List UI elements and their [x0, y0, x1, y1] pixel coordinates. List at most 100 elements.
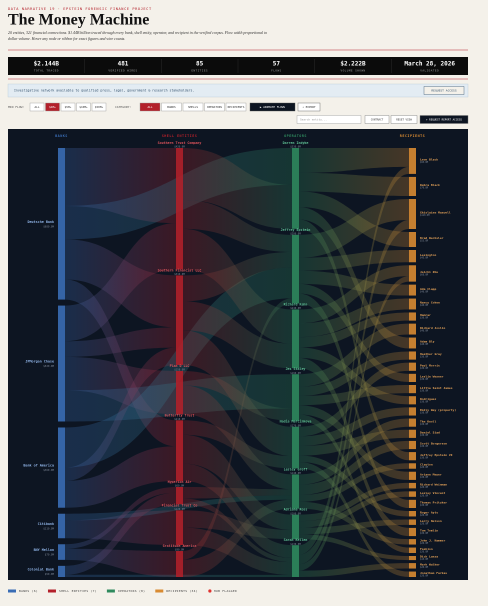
flow-ribbon[interactable] [299, 440, 409, 495]
node-bar[interactable] [409, 312, 416, 321]
flow-ribbon[interactable] [183, 420, 292, 469]
action-button[interactable] [364, 115, 390, 124]
flow-ribbon[interactable] [299, 461, 409, 577]
node-bar[interactable] [409, 232, 416, 247]
action-button[interactable] [390, 115, 418, 124]
filter-option[interactable] [91, 102, 107, 112]
search-box[interactable] [296, 115, 362, 124]
flow-ribbon[interactable] [299, 534, 409, 561]
flow-ribbon[interactable] [299, 563, 409, 577]
flow-ribbon[interactable] [299, 519, 409, 535]
flow-ribbon[interactable] [183, 486, 292, 499]
node-bar[interactable] [292, 545, 299, 577]
flow-ribbon[interactable] [183, 228, 292, 344]
node-bar[interactable] [409, 284, 416, 296]
node-bar[interactable] [409, 440, 416, 450]
action-button[interactable] [419, 115, 469, 124]
node-bar[interactable] [409, 527, 416, 537]
node-bar[interactable] [292, 474, 299, 509]
node-bar[interactable] [409, 556, 416, 561]
node-bar[interactable] [409, 250, 416, 263]
flow-ribbon[interactable] [65, 279, 176, 447]
node-bar[interactable] [176, 486, 183, 505]
node-bar[interactable] [409, 429, 416, 438]
node-bar[interactable] [409, 148, 416, 174]
flow-ribbon[interactable] [299, 501, 409, 545]
flow-ribbon[interactable] [65, 267, 292, 468]
flow-ribbon[interactable] [183, 385, 292, 490]
node-bar[interactable] [58, 305, 65, 422]
flow-ribbon[interactable] [183, 251, 292, 302]
node-bar[interactable] [292, 426, 299, 469]
flow-ribbon[interactable] [299, 276, 409, 571]
flow-ribbon[interactable] [299, 172, 409, 196]
node-bar[interactable] [176, 275, 183, 365]
node-bar[interactable] [409, 471, 416, 480]
flow-ribbon[interactable] [299, 312, 409, 348]
node-bar[interactable] [409, 373, 416, 382]
node-bar[interactable] [409, 176, 416, 196]
node-bar[interactable] [292, 374, 299, 421]
flow-ribbon[interactable] [299, 463, 409, 502]
flow-ribbon[interactable] [299, 323, 409, 387]
flow-ribbon[interactable] [65, 548, 176, 577]
flow-ribbon[interactable] [183, 370, 292, 421]
flow-ribbon[interactable] [183, 298, 292, 560]
node-bar[interactable] [409, 563, 416, 569]
node-bar[interactable] [409, 511, 416, 517]
node-bar[interactable] [409, 463, 416, 469]
filter-option[interactable] [225, 102, 247, 112]
node-bar[interactable] [409, 571, 416, 577]
node-bar[interactable] [292, 309, 299, 369]
filter-option[interactable] [29, 102, 45, 112]
node-bar[interactable] [176, 420, 183, 481]
flow-ribbon[interactable] [299, 351, 409, 396]
flow-ribbon[interactable] [65, 486, 176, 549]
flow-ribbon[interactable] [299, 407, 409, 446]
node-bar[interactable] [409, 418, 416, 427]
node-bar[interactable] [58, 148, 65, 300]
node-bar[interactable] [409, 385, 416, 394]
flow-ribbon[interactable] [183, 148, 292, 229]
flow-ribbon[interactable] [299, 219, 409, 461]
filter-option[interactable] [204, 102, 225, 112]
node-bar[interactable] [409, 323, 416, 335]
flow-ribbon[interactable] [299, 270, 409, 296]
filter-option[interactable] [161, 102, 182, 112]
node-bar[interactable] [409, 407, 416, 416]
flow-ribbon[interactable] [183, 527, 292, 575]
node-bar[interactable] [292, 514, 299, 540]
flow-ribbon[interactable] [299, 429, 409, 456]
flow-ribbon[interactable] [299, 148, 409, 173]
node-bar[interactable] [176, 148, 183, 270]
flow-ribbon[interactable] [65, 446, 176, 508]
node-bar[interactable] [58, 544, 65, 560]
flow-ribbon[interactable] [299, 265, 409, 324]
node-bar[interactable] [409, 337, 416, 349]
flow-ribbon[interactable] [65, 510, 176, 545]
flow-ribbon[interactable] [299, 418, 409, 485]
flow-ribbon[interactable] [299, 491, 409, 528]
flow-ribbon[interactable] [65, 492, 176, 575]
node-bar[interactable] [292, 234, 299, 304]
node-bar[interactable] [176, 370, 183, 415]
node-bar[interactable] [409, 491, 416, 497]
flow-ribbon[interactable] [65, 327, 176, 357]
node-bar[interactable] [409, 362, 416, 371]
node-bar[interactable] [409, 499, 416, 508]
node-bar[interactable] [409, 265, 416, 282]
filter-option[interactable] [139, 102, 161, 112]
node-bar[interactable] [409, 199, 416, 229]
request-access-button[interactable] [423, 86, 465, 95]
node-bar[interactable] [58, 565, 65, 577]
node-bar[interactable] [409, 482, 416, 489]
filter-option[interactable] [76, 102, 91, 112]
node-bar[interactable] [409, 396, 416, 405]
node-bar[interactable] [409, 539, 416, 545]
flow-ribbon[interactable] [183, 499, 292, 577]
flow-ribbon[interactable] [183, 301, 292, 369]
node-bar[interactable] [409, 519, 416, 525]
flow-ribbon[interactable] [183, 434, 292, 530]
node-bar[interactable] [409, 547, 416, 553]
flow-ribbon[interactable] [183, 200, 292, 252]
